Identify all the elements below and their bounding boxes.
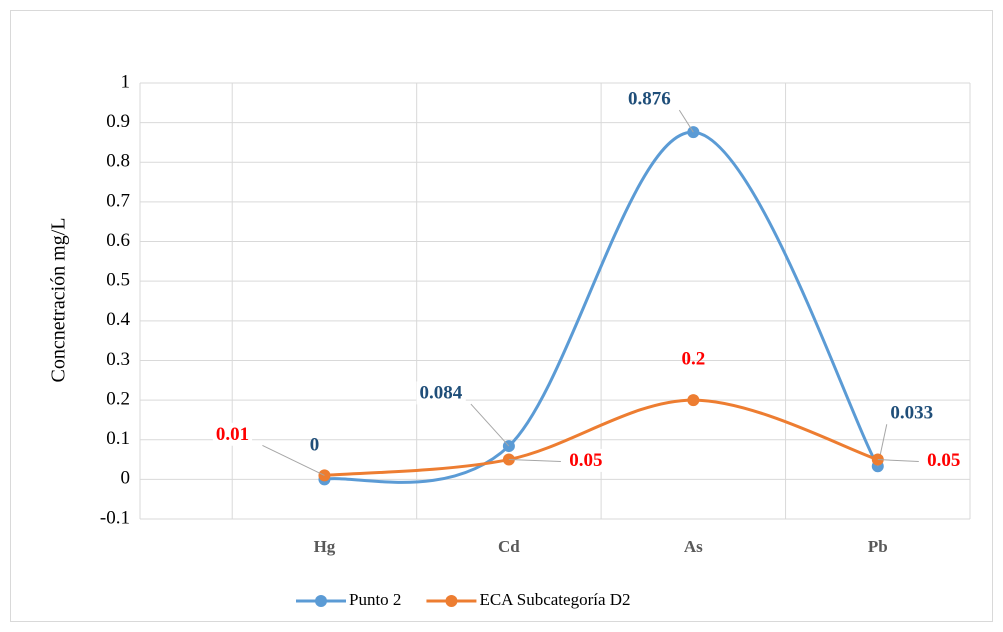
leader-line [262,444,325,476]
data-label: 0.2 [681,348,705,369]
data-label: 0.876 [628,89,671,110]
y-tick-label: 0 [121,468,131,489]
y-tick-label: -0.1 [100,507,130,528]
legend-marker [445,595,458,607]
data-label: 0.033 [890,403,933,424]
series-line [324,398,879,477]
y-tick-label: 0.2 [106,388,130,409]
label-bg [212,422,253,446]
x-tick-label: Cd [498,537,520,556]
y-tick-label: 0.9 [106,111,130,132]
label-bg [624,87,674,111]
y-tick-label: 0.3 [106,349,130,370]
label-bg [416,381,466,405]
label-bg [887,401,937,425]
marker [687,394,700,407]
y-tick-label: 1 [121,71,131,92]
y-tick-label: 0.7 [106,190,130,211]
y-tick-label: 0.6 [106,230,130,251]
leader-line [877,459,919,463]
y-tick-label: 0.8 [106,151,130,172]
legend-label: ECA Subcategoría D2 [479,590,630,609]
series-line [324,130,880,484]
data-label: 0.084 [420,382,463,403]
legend-label: Punto 2 [349,590,401,609]
y-tick-label: 0.1 [106,428,130,449]
legend-marker [315,595,327,607]
label-bg [924,448,964,472]
x-tick-label: Pb [868,537,888,556]
data-label: 0 [310,435,320,456]
leader-line [678,109,694,133]
y-tick-label: 0.4 [106,309,130,330]
y-axis-label: Concnetración mg/L [48,218,70,383]
leader-line [470,403,510,447]
y-tick-label: 0.5 [106,270,130,291]
label-bg [566,448,606,472]
chart-frame [10,10,993,622]
data-label: 0.05 [569,450,602,471]
data-label: 0.01 [216,424,249,445]
leader-line [508,459,561,463]
x-tick-label: Hg [314,537,336,556]
x-tick-label: As [684,537,703,556]
data-label: 0.05 [927,450,960,471]
